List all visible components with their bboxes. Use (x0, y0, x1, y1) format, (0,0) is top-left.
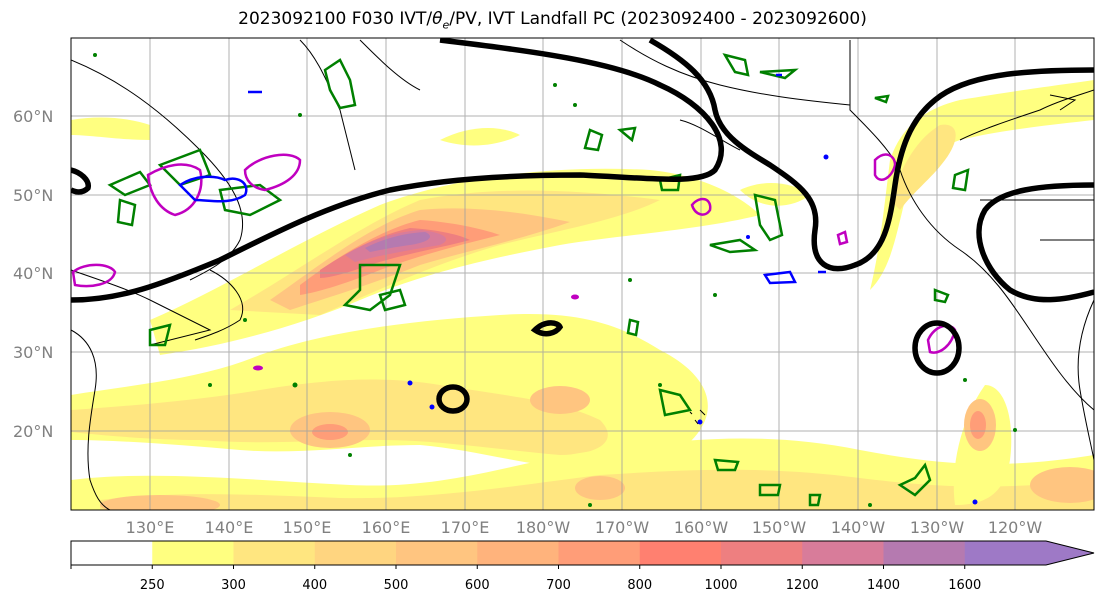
colorbar-swatch (639, 541, 722, 565)
colorbar-swatch (71, 541, 153, 565)
map-panel (71, 38, 1094, 510)
colorbar-tick-label: 800 (627, 578, 652, 593)
colorbar-outline (70, 540, 1095, 566)
colorbar-swatch (314, 541, 397, 565)
colorbar: 250 300 400 500 600 700 800 1000 1200 1400 1600 (70, 540, 1095, 593)
colorbar-swatch (233, 541, 316, 565)
lon-label: 130°E (126, 518, 175, 537)
lat-label: 50°N (13, 186, 53, 205)
colorbar-swatch (558, 541, 641, 565)
colorbar-swatch (477, 541, 559, 565)
magenta-dots (253, 294, 579, 371)
colorbar-swatch (396, 541, 478, 565)
map-frame (70, 37, 1095, 511)
lon-label: 140°E (205, 518, 254, 537)
map-title: 2023092100 F030 IVT/θe/PV, IVT Landfall … (238, 9, 867, 32)
colorbar-tick-label: 250 (140, 578, 165, 593)
colorbar-tick-label: 700 (546, 578, 571, 593)
lon-label: 160°W (674, 518, 729, 537)
colorbar-tick-label: 1400 (867, 578, 900, 593)
colorbar-ticks: 250 300 400 500 600 700 800 1000 1200 1400 1600 (70, 565, 981, 593)
colorbar-tick-label: 300 (221, 578, 246, 593)
black-contours (71, 38, 1094, 414)
lat-label: 20°N (13, 422, 53, 441)
lon-label: 140°W (831, 518, 886, 537)
colorbar-swatch (152, 541, 234, 565)
colorbar-swatch (721, 541, 803, 565)
colorbar-tick-label: 1000 (704, 578, 737, 593)
lon-label: 170°W (595, 518, 650, 537)
colorbar-swatch (802, 541, 884, 565)
scatter-dots (93, 53, 1017, 507)
colorbar-swatch (883, 541, 966, 565)
graticule (71, 38, 1094, 510)
colorbar-tick-label: 1600 (948, 578, 981, 593)
lon-label: 150°E (283, 518, 332, 537)
magenta-contours (71, 153, 957, 354)
colorbar-tick-label: 600 (465, 578, 490, 593)
blue-contours (178, 73, 826, 285)
lon-label: 130°W (910, 518, 965, 537)
latitude-labels: 60°N 50°N 40°N 30°N 20°N (13, 107, 53, 441)
colorbar-tick-label: 500 (384, 578, 409, 593)
lon-label: 180°W (516, 518, 571, 537)
colorbar-swatch (964, 541, 1094, 565)
longitude-labels: 130°E 140°E 150°E 160°E 170°E 180°W 170°… (126, 518, 1043, 537)
colorbar-tick-label: 400 (302, 578, 327, 593)
lat-label: 40°N (13, 264, 53, 283)
lon-label: 160°E (362, 518, 411, 537)
lon-label: 170°E (441, 518, 490, 537)
colorbar-blocks (71, 541, 1094, 565)
lon-label: 150°W (752, 518, 807, 537)
lat-label: 30°N (13, 343, 53, 362)
blue-dots (407, 154, 978, 505)
lon-label: 120°W (988, 518, 1043, 537)
lat-label: 60°N (13, 107, 53, 126)
colorbar-tick-label: 1200 (786, 578, 819, 593)
green-contours (107, 53, 970, 507)
